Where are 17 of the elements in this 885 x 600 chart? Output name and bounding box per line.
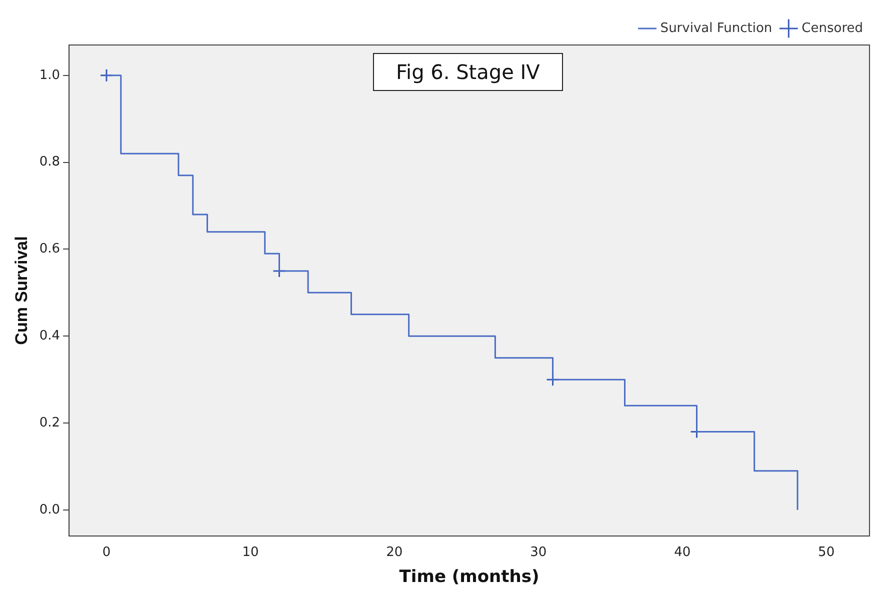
y-tick-label: 0.0: [39, 502, 60, 518]
x-tick-label: 40: [674, 545, 691, 560]
x-axis-title: Time (months): [399, 567, 540, 588]
y-tick-label: 1.0: [39, 68, 60, 83]
y-tick-label: 0.4: [39, 328, 60, 344]
legend-label: Censored: [802, 20, 864, 36]
y-tick-label: 0.8: [39, 154, 60, 170]
x-tick-label: 20: [386, 545, 403, 560]
legend-label: Survival Function: [660, 20, 772, 36]
x-tick-label: 10: [242, 545, 259, 560]
y-tick-label: 0.6: [39, 242, 60, 257]
x-tick-label: 30: [530, 545, 547, 560]
y-tick-label: 0.2: [39, 415, 60, 430]
text: Fig 6. Stage IV: [373, 53, 563, 91]
x-tick-label: 0: [102, 545, 111, 560]
y-axis-title: Cum Survival: [12, 236, 31, 345]
x-tick-label: 50: [818, 545, 835, 560]
